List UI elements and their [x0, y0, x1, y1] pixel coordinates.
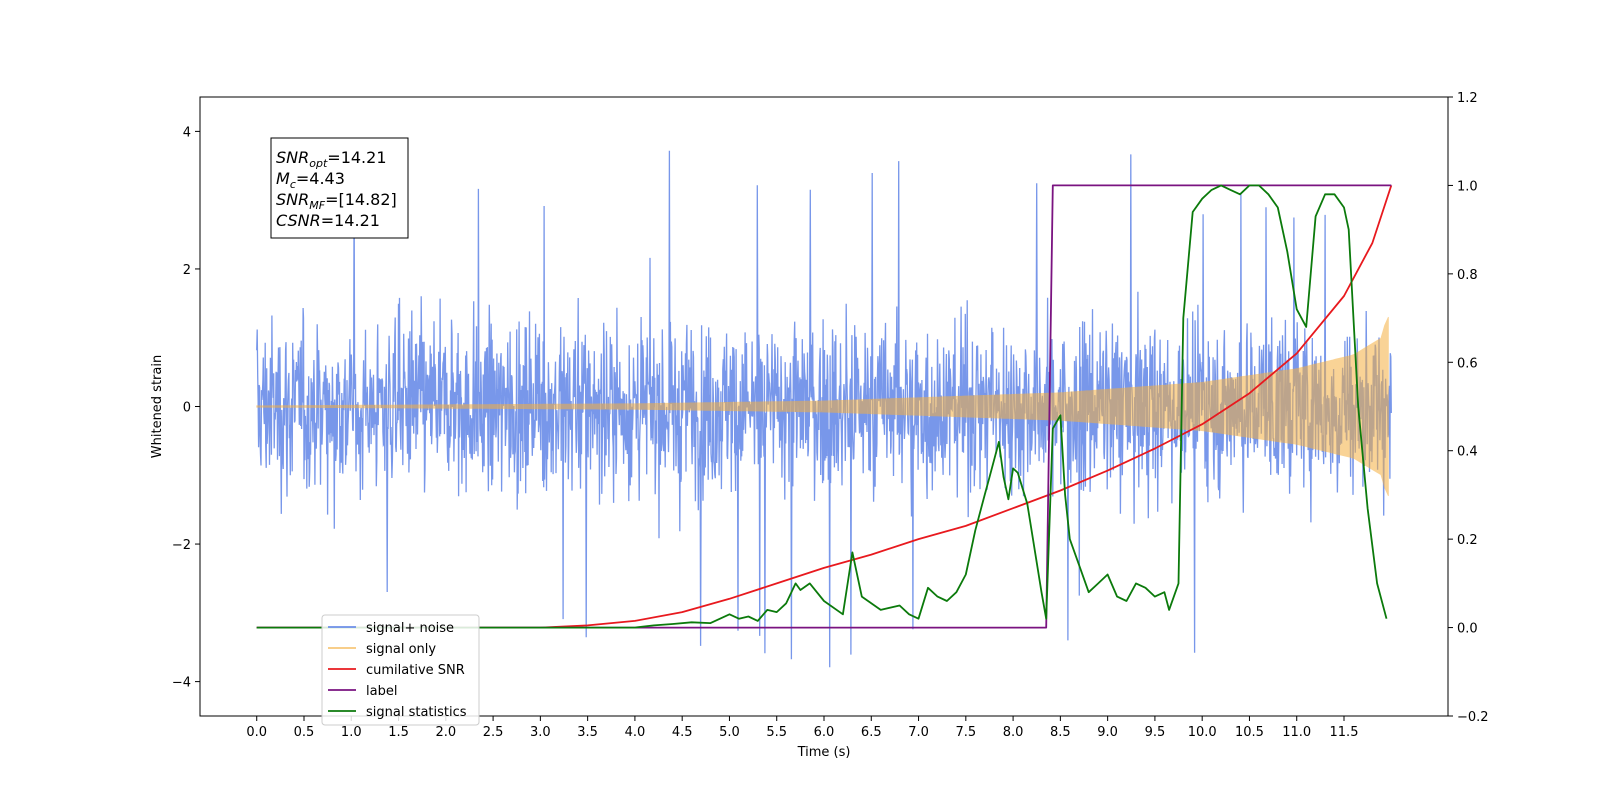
- y-right-tick-label: 0.4: [1457, 445, 1478, 460]
- x-tick-label: 6.0: [814, 725, 835, 740]
- y-tick-label: 0: [183, 401, 191, 416]
- legend-item-cumulative-snr: cumilative SNR: [328, 663, 465, 678]
- legend-box: [321, 614, 480, 726]
- legend-item-signal-noise: signal+ noise: [328, 621, 454, 636]
- legend-label: signal only: [366, 642, 436, 657]
- legend-label: cumilative SNR: [366, 663, 465, 678]
- x-tick-label: 11.5: [1330, 725, 1359, 740]
- y-right-tick-label: −0.2: [1457, 710, 1489, 725]
- x-tick-label: 3.0: [530, 725, 551, 740]
- x-tick-label: 10.0: [1188, 725, 1217, 740]
- legend-label: signal+ noise: [366, 621, 454, 636]
- legend-item-label: label: [328, 684, 397, 699]
- y-tick-label: −2: [172, 538, 191, 553]
- x-tick-label: 7.5: [955, 725, 976, 740]
- x-tick-label: 8.0: [1003, 725, 1024, 740]
- series-signal-statistics: [256, 184, 1388, 629]
- annotation-line: SNRopt=14.21: [276, 148, 387, 170]
- series-cumulative-snr: [256, 185, 1393, 629]
- y-right-tick-label: 1.2: [1457, 91, 1478, 106]
- annotation-box: [270, 137, 409, 239]
- legend-item-signal-only: signal only: [328, 642, 436, 657]
- x-tick-label: 5.5: [766, 725, 787, 740]
- annotation-line: SNRMF=[14.82]: [276, 190, 397, 212]
- y-axis-label: Whitened strain: [150, 355, 165, 458]
- x-tick-label: 2.0: [435, 725, 456, 740]
- x-tick-label: 8.5: [1050, 725, 1071, 740]
- x-tick-label: 7.0: [908, 725, 929, 740]
- x-tick-label: 2.5: [483, 725, 504, 740]
- y-tick-label: 2: [183, 263, 191, 278]
- x-tick-label: 4.0: [625, 725, 646, 740]
- x-tick-label: 4.5: [672, 725, 693, 740]
- x-tick-label: 0.5: [294, 725, 315, 740]
- x-tick-label: 9.5: [1145, 725, 1166, 740]
- x-tick-label: 3.5: [577, 725, 598, 740]
- x-tick-label: 0.0: [246, 725, 267, 740]
- legend-label: label: [366, 684, 397, 699]
- y-right-tick-label: 1.0: [1457, 179, 1478, 194]
- x-tick-label: 1.5: [388, 725, 409, 740]
- series-signal-only: [256, 316, 1389, 497]
- x-axis-label: Time (s): [797, 745, 851, 760]
- y-right-tick-label: 0.0: [1457, 622, 1478, 637]
- y-right-tick-label: 0.8: [1457, 268, 1478, 283]
- annotation-line: Mc=4.43: [276, 169, 345, 191]
- x-tick-label: 6.5: [861, 725, 882, 740]
- x-tick-label: 9.0: [1097, 725, 1118, 740]
- legend-item-signal-statistics: signal statistics: [328, 705, 467, 720]
- y-tick-label: −4: [172, 676, 191, 691]
- y-right-tick-label: 0.2: [1457, 533, 1478, 548]
- x-tick-label: 11.0: [1282, 725, 1311, 740]
- x-tick-label: 10.5: [1235, 725, 1264, 740]
- annotation-line: CSNR=14.21: [276, 211, 380, 230]
- x-tick-label: 5.0: [719, 725, 740, 740]
- legend-label: signal statistics: [366, 705, 467, 720]
- x-tick-label: 1.0: [341, 725, 362, 740]
- y-tick-label: 4: [183, 125, 191, 140]
- y-right-tick-label: 0.6: [1457, 356, 1478, 371]
